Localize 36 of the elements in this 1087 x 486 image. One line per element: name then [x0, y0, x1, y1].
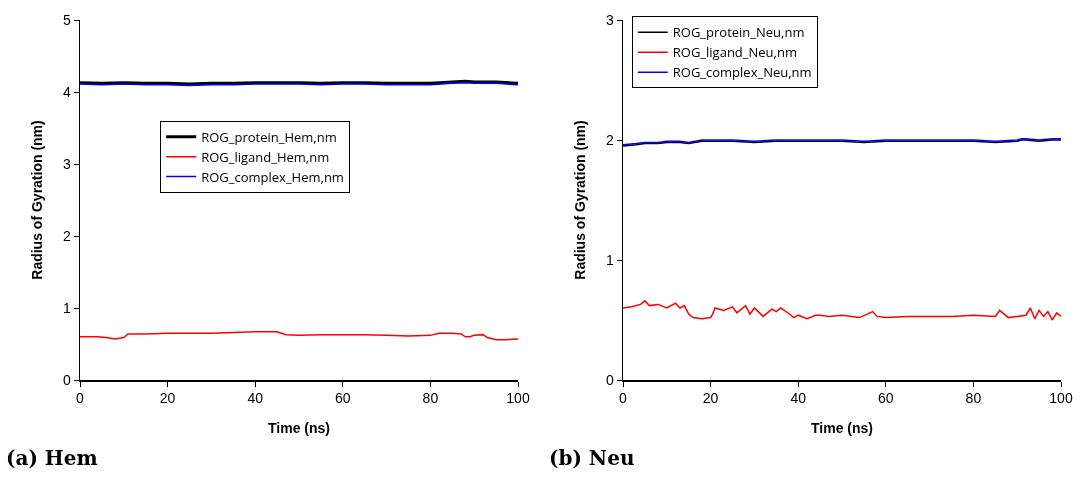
legend-label: ROG_protein_Hem,nm — [201, 127, 337, 146]
x-axis-title: Time (ns) — [268, 419, 330, 436]
x-tick-label: 100 — [1049, 390, 1073, 407]
y-axis-title: Radius of Gyration (nm) — [28, 120, 45, 280]
text: (a) Hem — [6, 446, 98, 470]
y-tick-label: 2 — [605, 131, 614, 148]
x-tick-label: 20 — [702, 390, 719, 407]
legend-label: ROG_complex_Hem,nm — [201, 167, 344, 186]
x-tick-label: 40 — [247, 390, 264, 407]
legend-label: ROG_protein_Neu,nm — [672, 23, 805, 42]
legend-label: ROG_ligand_Neu,nm — [672, 43, 797, 62]
y-tick-label: 0 — [605, 371, 614, 388]
x-tick-label: 0 — [619, 390, 628, 407]
x-tick-label: 20 — [159, 390, 176, 407]
y-axis-title: Radius of Gyration (nm) — [571, 120, 588, 280]
text: (b) Neu — [549, 446, 635, 470]
y-tick-label: 0 — [62, 371, 71, 388]
x-tick-label: 80 — [422, 390, 439, 407]
x-tick-label: 60 — [878, 390, 894, 407]
y-tick-label: 1 — [605, 251, 614, 268]
y-tick-label: 2 — [62, 227, 71, 244]
x-tick-label: 80 — [965, 390, 982, 407]
x-tick-label: 100 — [506, 390, 530, 407]
y-tick-label: 3 — [62, 155, 71, 172]
x-axis-title: Time (ns) — [811, 419, 873, 436]
x-tick-label: 40 — [790, 390, 807, 407]
y-tick-label: 5 — [62, 11, 71, 28]
x-tick-label: 0 — [76, 390, 85, 407]
line-series — [80, 331, 518, 341]
line-series — [623, 300, 1061, 321]
y-tick-label: 3 — [605, 11, 614, 28]
y-tick-label: 1 — [62, 299, 71, 316]
legend-label: ROG_complex_Neu,nm — [672, 63, 812, 82]
x-tick-label: 60 — [335, 390, 351, 407]
legend-label: ROG_ligand_Hem,nm — [201, 147, 330, 166]
y-tick-label: 4 — [62, 83, 71, 100]
